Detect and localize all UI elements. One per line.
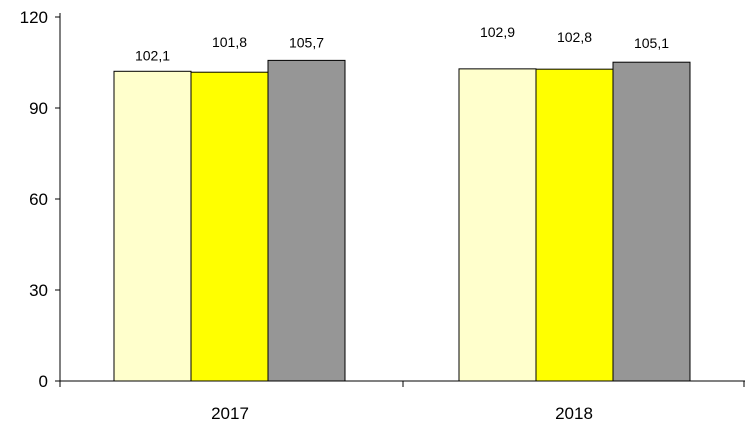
y-tick-label-120: 120 bbox=[20, 8, 48, 27]
data-label-2017-s1: 102,1 bbox=[135, 47, 170, 63]
data-label-2018-s1: 102,9 bbox=[480, 24, 515, 40]
bar-2017-s3 bbox=[267, 59, 346, 382]
bar-2017-s2 bbox=[190, 71, 269, 382]
data-label-2017-s2: 101,8 bbox=[212, 34, 247, 50]
data-label-2018-s3: 105,1 bbox=[634, 35, 669, 51]
x-category-label-2018: 2018 bbox=[555, 404, 593, 423]
y-tick-label-90: 90 bbox=[29, 99, 48, 118]
bar-2017-s1 bbox=[113, 70, 192, 382]
data-label-2018-s2: 102,8 bbox=[557, 29, 592, 45]
bar-2018-s2 bbox=[535, 68, 614, 382]
x-category-label-2017: 2017 bbox=[211, 404, 249, 423]
bar-2018-s3 bbox=[612, 61, 691, 382]
bar-2018-s1 bbox=[458, 68, 537, 382]
bars-layer bbox=[113, 59, 691, 382]
axes-layer: 0 30 60 90 120 2017 2018 bbox=[20, 8, 745, 423]
data-label-2017-s3: 105,7 bbox=[289, 34, 324, 50]
labels-layer: 102,1 101,8 105,7 102,9 102,8 105,1 bbox=[135, 24, 669, 63]
y-tick-label-0: 0 bbox=[39, 372, 48, 391]
y-tick-label-30: 30 bbox=[29, 281, 48, 300]
y-tick-label-60: 60 bbox=[29, 190, 48, 209]
